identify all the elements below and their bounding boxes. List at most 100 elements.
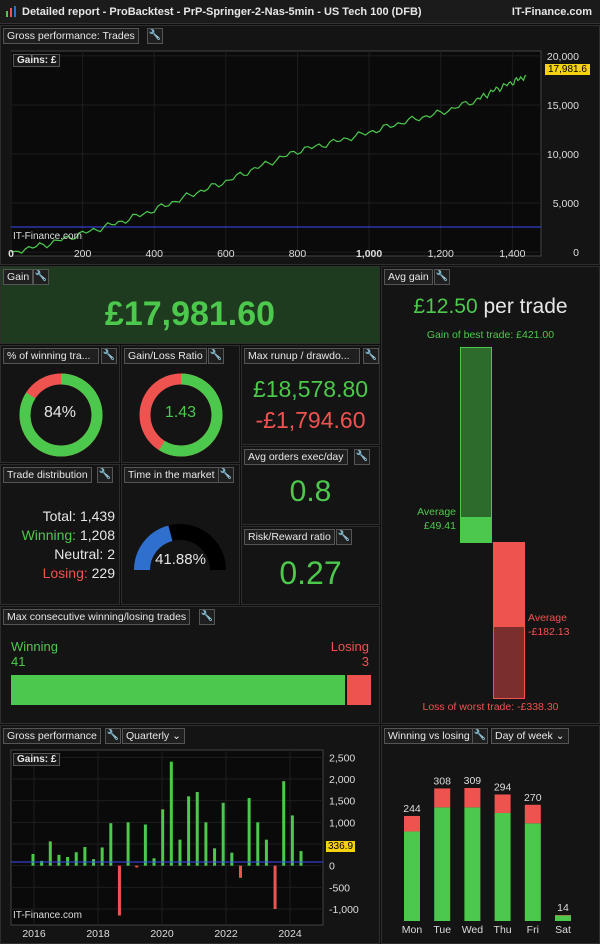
quarter-bar [187, 796, 191, 866]
quarter-bar [238, 865, 242, 878]
winning-label: Winning: [21, 527, 77, 543]
gain-panel: Gain 🔧 £17,981.60 [0, 266, 380, 344]
quarter-bar [117, 865, 121, 916]
risk-reward-value: 0.27 [279, 555, 342, 591]
quarter-bar [40, 860, 44, 866]
chart-watermark: IT-Finance.com [13, 910, 82, 921]
chart-legend: Gains: £ [13, 54, 61, 67]
average-win-title: Average [417, 506, 456, 518]
panel-title: Gain [3, 269, 34, 285]
settings-wrench-icon[interactable]: 🔧 [97, 467, 113, 483]
window-titlebar: Detailed report - ProBacktest - PrP-Spri… [0, 0, 600, 24]
quarter-bar [213, 848, 217, 866]
settings-wrench-icon[interactable]: 🔧 [199, 609, 215, 625]
gain-loss-ratio-value: 1.43 [164, 404, 197, 421]
settings-wrench-icon[interactable]: 🔧 [354, 449, 370, 465]
day-label: Thu [494, 924, 512, 936]
x-tick-label: 200 [74, 248, 92, 260]
period-dropdown-value: Day of week [495, 730, 553, 742]
panel-title: Winning vs losing [384, 728, 474, 744]
average-loss-title: Average [528, 612, 567, 624]
settings-wrench-icon[interactable]: 🔧 [33, 269, 49, 285]
period-dropdown[interactable]: Quarterly ⌄ [122, 728, 185, 744]
best-trade-bar [460, 347, 492, 543]
panel-title: Time in the market [124, 467, 219, 483]
avg-gain-value: £12.50 [413, 295, 478, 318]
quarter-bar [264, 839, 268, 866]
time-in-market-gauge [133, 524, 226, 571]
y-tick-label: -1,000 [329, 904, 359, 916]
panel-title: Max consecutive winning/losing trades [3, 609, 191, 625]
settings-wrench-icon[interactable]: 🔧 [105, 728, 121, 744]
panel-title: Gross performance: Trades [3, 28, 139, 44]
settings-wrench-icon[interactable]: 🔧 [434, 269, 450, 285]
total-label: 244 [403, 803, 421, 815]
trade-distribution-list: Total: 1,439 Winning: 1,208 Neutral: 2 L… [5, 507, 115, 583]
avg-gain-suffix: per trade [483, 295, 568, 318]
consecutive-losing-bar [347, 675, 371, 705]
consecutive-winning-value: 41 [11, 654, 26, 669]
settings-wrench-icon[interactable]: 🔧 [336, 529, 352, 545]
quarter-bar [247, 798, 251, 866]
quarter-bar [66, 857, 70, 866]
brand-label: IT-Finance.com [511, 6, 592, 18]
chart-watermark: IT-Finance.com [13, 231, 82, 242]
quarter-bar [204, 822, 208, 866]
x-tick-label: 1,400 [499, 248, 525, 260]
quarter-bar [230, 852, 234, 866]
settings-wrench-icon[interactable]: 🔧 [218, 467, 234, 483]
quarter-bar [273, 865, 277, 909]
panel-title: Gross performance [3, 728, 101, 744]
period-dropdown-value: Quarterly [126, 730, 170, 742]
panel-title: Gain/Loss Ratio [124, 348, 207, 364]
quarter-bar [221, 802, 225, 866]
losing-bar [404, 815, 420, 832]
losing-bar [494, 794, 511, 813]
settings-wrench-icon[interactable]: 🔧 [363, 348, 379, 364]
day-label: Tue [433, 924, 451, 936]
losing-row: Losing: 229 [5, 564, 115, 583]
quarter-bar [290, 815, 294, 866]
quarter-bar [299, 851, 303, 866]
best-trade-label: Gain of best trade: £421.00 [426, 329, 555, 341]
x-tick-label: 2024 [278, 928, 302, 940]
average-loss-bar [493, 542, 525, 627]
x-tick-label: 0 [8, 248, 14, 260]
neutral-row: Neutral: 2 [5, 545, 115, 564]
winning-bar [434, 807, 451, 921]
quarter-bar [161, 809, 165, 866]
day-label: Fri [527, 924, 539, 936]
total-value: 1,439 [79, 508, 115, 524]
chart-legend: Gains: £ [13, 753, 61, 766]
period-dropdown[interactable]: Day of week ⌄ [491, 728, 569, 744]
consecutive-winning: Winning 41 [11, 639, 58, 669]
time-in-market-panel: Time in the market 🔧 41.88% [121, 464, 240, 605]
losing-label: Losing: [42, 565, 88, 581]
max-runup-value: £18,578.80 [252, 376, 369, 402]
settings-wrench-icon[interactable]: 🔧 [101, 348, 117, 364]
max-consecutive-panel: Max consecutive winning/losing trades 🔧 … [0, 606, 380, 724]
worst-trade-label: Loss of worst trade: -£338.30 [422, 701, 559, 713]
average-loss-label: Average -£182.13 [528, 611, 569, 639]
y-tick-label: 5,000 [553, 198, 579, 210]
x-tick-label: 2022 [214, 928, 238, 940]
neutral-label: Neutral: [54, 546, 104, 562]
y-tick-label: 0 [573, 247, 579, 259]
gross-performance-trades-panel: Gross performance: Trades 🔧 20,000 15,000… [0, 25, 600, 265]
x-tick-label: 1,200 [428, 248, 454, 260]
quarter-bar [135, 865, 139, 868]
panel-title: Avg orders exec/day [244, 449, 348, 465]
max-drawdown-value: -£1,794.60 [255, 407, 366, 433]
time-in-market-value: 41.88% [155, 551, 206, 568]
quarter-bar [100, 847, 104, 866]
gain-value: £17,981.60 [104, 295, 276, 333]
settings-wrench-icon[interactable]: 🔧 [472, 728, 488, 744]
winning-bar [494, 812, 511, 921]
trade-distribution-panel: Trade distribution 🔧 Total: 1,439 Winnin… [0, 464, 120, 605]
consecutive-losing-value: 3 [361, 654, 369, 669]
settings-wrench-icon[interactable]: 🔧 [147, 28, 163, 44]
settings-wrench-icon[interactable]: 🔧 [208, 348, 224, 364]
chart-app-icon [6, 6, 16, 17]
losing-bar [434, 788, 451, 808]
quarter-bar [282, 781, 286, 866]
